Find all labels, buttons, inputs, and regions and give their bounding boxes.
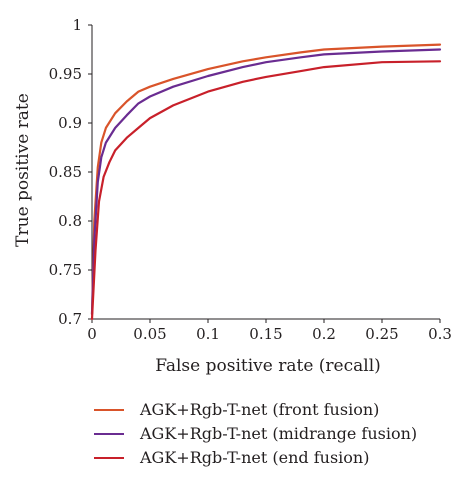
series-lines [90,43,442,321]
legend-label: AGK+Rgb-T-net (front fusion) [139,400,379,419]
y-tick-label: 0.8 [58,212,82,230]
legend-label: AGK+Rgb-T-net (end fusion) [139,448,369,467]
y-tick-label: 0.85 [49,163,82,181]
x-tick-label: 0.2 [312,325,336,343]
legend: AGK+Rgb-T-net (front fusion) AGK+Rgb-T-ne… [94,400,417,467]
series-line-1 [90,43,442,316]
y-axis-ticks: 0.7 0.75 0.8 0.85 0.9 0.95 1 [49,16,92,328]
series-line-3 [90,60,442,321]
y-tick-label: 1 [72,16,82,34]
legend-label: AGK+Rgb-T-net (midrange fusion) [139,424,417,443]
x-axis-title: False positive rate (recall) [155,356,381,376]
y-axis-title: True positive rate [13,93,33,247]
y-tick-label: 0.75 [49,261,82,279]
y-tick-label: 0.95 [49,65,82,83]
axes [91,25,440,320]
y-tick-label: 0.7 [58,310,82,328]
x-tick-label: 0.1 [196,325,220,343]
series-line-2 [90,48,442,316]
x-tick-label: 0.05 [133,325,166,343]
x-tick-label: 0.25 [365,325,398,343]
x-axis-ticks: 0 0.05 0.1 0.15 0.2 0.25 0.3 [87,319,452,343]
y-tick-label: 0.9 [58,114,82,132]
x-tick-label: 0 [87,325,97,343]
x-tick-label: 0.15 [249,325,282,343]
x-tick-label: 0.3 [428,325,452,343]
